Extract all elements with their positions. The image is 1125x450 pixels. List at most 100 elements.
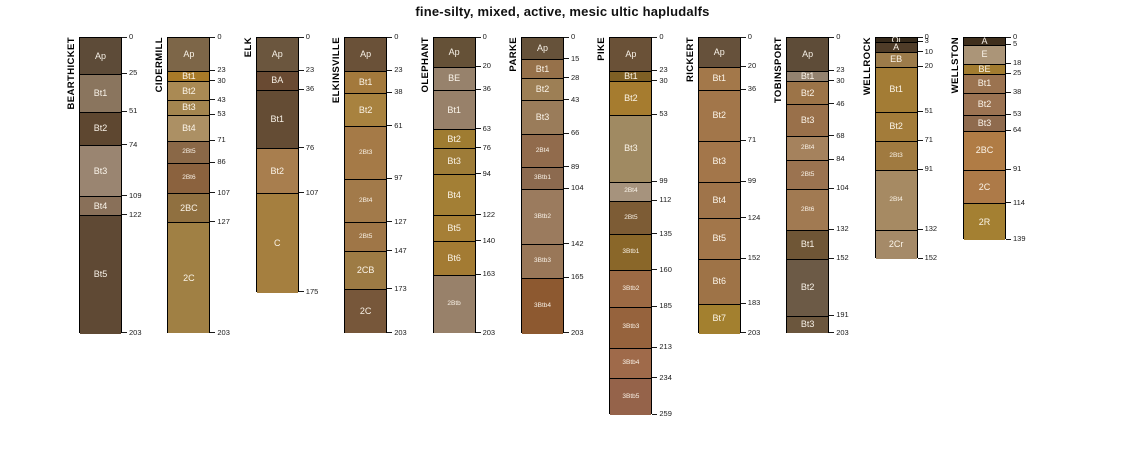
depth-tick-label: 203: [571, 327, 584, 337]
depth-tick: [652, 413, 658, 415]
depth-tick-label: 0: [482, 32, 487, 41]
horizon-label: A: [981, 36, 988, 47]
horizon-block: 2CB: [345, 251, 387, 290]
horizon-label: 2Bt4: [624, 187, 638, 195]
depth-tick-label: 0: [924, 32, 929, 41]
horizon-block: Bt3: [522, 100, 563, 135]
depth-tick: [829, 314, 835, 316]
depth-tick-label: 234: [659, 372, 672, 382]
horizon-block: 2C: [345, 289, 387, 334]
depth-tick-label: 10: [924, 46, 933, 56]
horizon-boundary-line: [433, 274, 475, 276]
horizon-block: Bt1: [433, 90, 475, 130]
horizon-boundary-line: [522, 167, 563, 169]
depth-tick: [829, 158, 835, 160]
depth-tick: [210, 192, 216, 194]
profile-column-wellston: A E BE Bt1 Bt2 Bt3 2BC 2C 2R: [963, 36, 1006, 241]
profile-column-rickert: Ap Bt1 Bt2 Bt3 Bt4 Bt5 Bt6 Bt7: [697, 37, 741, 334]
horizon-block: Bt1: [80, 74, 121, 113]
horizon-block: Bt1: [168, 71, 210, 82]
horizon-block: Ap: [256, 38, 298, 72]
horizon-block: Bt2: [964, 93, 1005, 116]
horizon-block: 2R: [964, 203, 1005, 241]
horizon-boundary-line: [433, 89, 475, 91]
horizon-label: Ap: [713, 47, 725, 58]
profile-column-elkinsville: Ap Bt1 Bt2 2Bt3 2Bt4 2Bt5 2CB 2C: [344, 37, 388, 334]
depth-tick: [564, 58, 569, 60]
profile-name-label: OLEPHANT: [419, 37, 431, 93]
horizon-label: Bt2: [270, 165, 285, 176]
depth-tick-label: 63: [482, 123, 491, 133]
depth-tick: [740, 65, 746, 67]
depth-tick-label: 114: [1013, 197, 1025, 207]
horizon-boundary-line: [964, 169, 1005, 171]
depth-tick: [740, 257, 746, 259]
depth-tick-label: 160: [659, 264, 672, 274]
horizon-boundary-line: [875, 41, 917, 43]
horizon-label: Bt4: [182, 122, 196, 133]
horizon-label: Bt1: [93, 87, 108, 98]
depth-tick-label: 203: [394, 327, 407, 337]
horizon-boundary-line: [256, 70, 298, 72]
horizon-boundary-line: [168, 100, 210, 102]
horizon-block: 2Bt4: [522, 134, 563, 168]
depth-tick: [564, 276, 569, 278]
horizon-label: Bt2: [182, 85, 196, 96]
horizon-boundary-line: [168, 222, 210, 224]
depth-tick: [387, 69, 393, 71]
depth-tick-label: 91: [1013, 164, 1022, 174]
horizon-label: Bt2: [800, 282, 815, 293]
horizon-block: A: [875, 42, 917, 53]
depth-tick-label: 203: [836, 327, 849, 337]
depth-tick-label: 173: [394, 283, 407, 293]
horizon-label: 3Btb2: [622, 284, 640, 292]
horizon-boundary-line: [610, 181, 652, 183]
horizon-label: Bt1: [535, 63, 550, 74]
depth-tick-label: 142: [571, 238, 584, 248]
depth-tick-label: 0: [659, 32, 664, 41]
depth-tick: [475, 214, 481, 216]
horizon-boundary-line: [345, 178, 387, 180]
horizon-block: Bt1: [875, 67, 917, 113]
depth-tick-label: 132: [924, 224, 938, 234]
horizon-boundary-line: [698, 89, 740, 91]
horizon-label: Bt2: [93, 123, 108, 134]
horizon-block: Bt4: [80, 196, 121, 216]
horizon-label: Bt1: [800, 239, 815, 250]
depth-tick: [475, 240, 481, 242]
horizon-block: 3Btb4: [610, 348, 652, 379]
horizon-boundary-line: [964, 114, 1005, 116]
horizon-boundary-line: [875, 66, 917, 68]
horizon-label: Bt4: [712, 194, 727, 205]
depth-tick: [652, 377, 658, 379]
depth-tick-label: 53: [217, 109, 226, 119]
depth-tick-label: 127: [394, 216, 407, 226]
horizon-label: Bt1: [624, 71, 638, 82]
horizon-label: 2Bt4: [889, 196, 903, 204]
horizon-block: Bt1: [345, 71, 387, 94]
horizon-boundary-line: [610, 234, 652, 236]
horizon-label: 2C: [978, 181, 991, 192]
horizon-boundary-line: [698, 218, 740, 219]
horizon-block: 2Bt3: [345, 126, 387, 180]
horizon-block: Bt1: [964, 74, 1005, 94]
profile-column-pike: Ap Bt1 Bt2 Bt3 2Bt4 2Bt5 3Btb1 3Btb2 3Btb3 3Btb4 3…: [609, 37, 653, 416]
depth-tick: [475, 65, 481, 67]
horizon-label: Ap: [802, 49, 814, 60]
horizon-label: C: [274, 237, 281, 248]
depth-tick: [475, 332, 481, 333]
horizon-label: 2Bt6: [182, 174, 196, 182]
horizon-boundary-line: [964, 203, 1005, 205]
depth-tick-label: 0: [571, 32, 576, 41]
horizon-block: Bt5: [698, 218, 740, 260]
horizon-boundary-line: [345, 70, 387, 72]
horizon-boundary-line: [80, 111, 121, 113]
depth-tick: [1006, 91, 1011, 93]
depth-tick-label: 91: [924, 164, 933, 174]
horizon-label: 2Bt4: [535, 146, 550, 154]
profile-name-label: PIKE: [596, 37, 608, 61]
depth-tick: [1006, 113, 1011, 115]
horizon-label: Ap: [183, 49, 195, 60]
depth-tick: [1006, 36, 1011, 38]
horizon-block: 2Bt4: [345, 179, 387, 223]
